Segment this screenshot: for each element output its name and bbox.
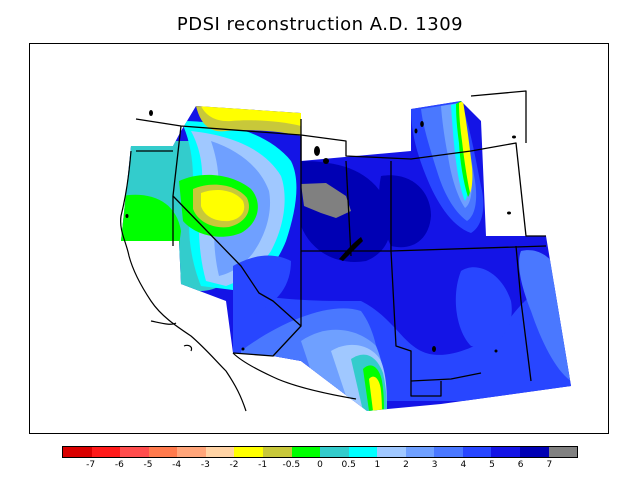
legend-swatch [63,447,92,457]
color-legend: -7 -6 -5 -4 -3 -2 -1 -0.5 0 0.5 1 2 3 4 5 6 7 [62,446,578,476]
legend-tick-label: -3 [200,460,210,470]
legend-swatch [148,447,178,457]
lakes [125,110,516,353]
legend-tick-label: -2 [229,460,239,470]
coastline [120,150,357,412]
legend-tick-label: -4 [172,460,182,470]
legend-swatch [120,447,149,457]
legend-swatch [320,447,349,457]
legend-tick-label: 5 [489,460,495,470]
legend-tick-label: -1 [258,460,268,470]
legend-tick-label: 4 [460,460,467,470]
legend-swatch [462,447,492,457]
legend-swatch [91,447,121,457]
legend-swatch [520,447,549,457]
legend-tick-label: 0 [317,460,323,470]
legend-swatch [205,447,235,457]
legend-swatch [291,447,321,457]
legend-tick-label: 0.5 [341,460,356,470]
map-title: PDSI reconstruction A.D. 1309 [176,14,464,35]
legend-tick-label: 3 [431,460,438,470]
legend-bar [62,446,578,458]
legend-swatch [491,447,520,457]
legend-tick-label: -6 [114,460,124,470]
legend-swatch [348,447,378,457]
legend-swatch [548,447,578,457]
legend-tick-label: 2 [403,460,409,470]
legend-swatch [377,447,406,457]
legend-swatch [177,447,206,457]
legend-tick-label: 6 [517,460,524,470]
pdsi-map [120,90,571,412]
legend-swatch [405,447,435,457]
legend-swatch [234,447,263,457]
map-frame [29,43,609,434]
boundaries [135,90,547,397]
legend-tick-label: 7 [546,460,553,470]
no-data-patch [301,183,351,218]
legend-tick-label: -5 [143,460,153,470]
legend-swatch [262,447,292,457]
legend-tick-label: -7 [86,460,96,470]
legend-tick-label: -0.5 [282,460,301,470]
legend-swatch [434,447,463,457]
legend-tick-label: 1 [374,460,381,470]
